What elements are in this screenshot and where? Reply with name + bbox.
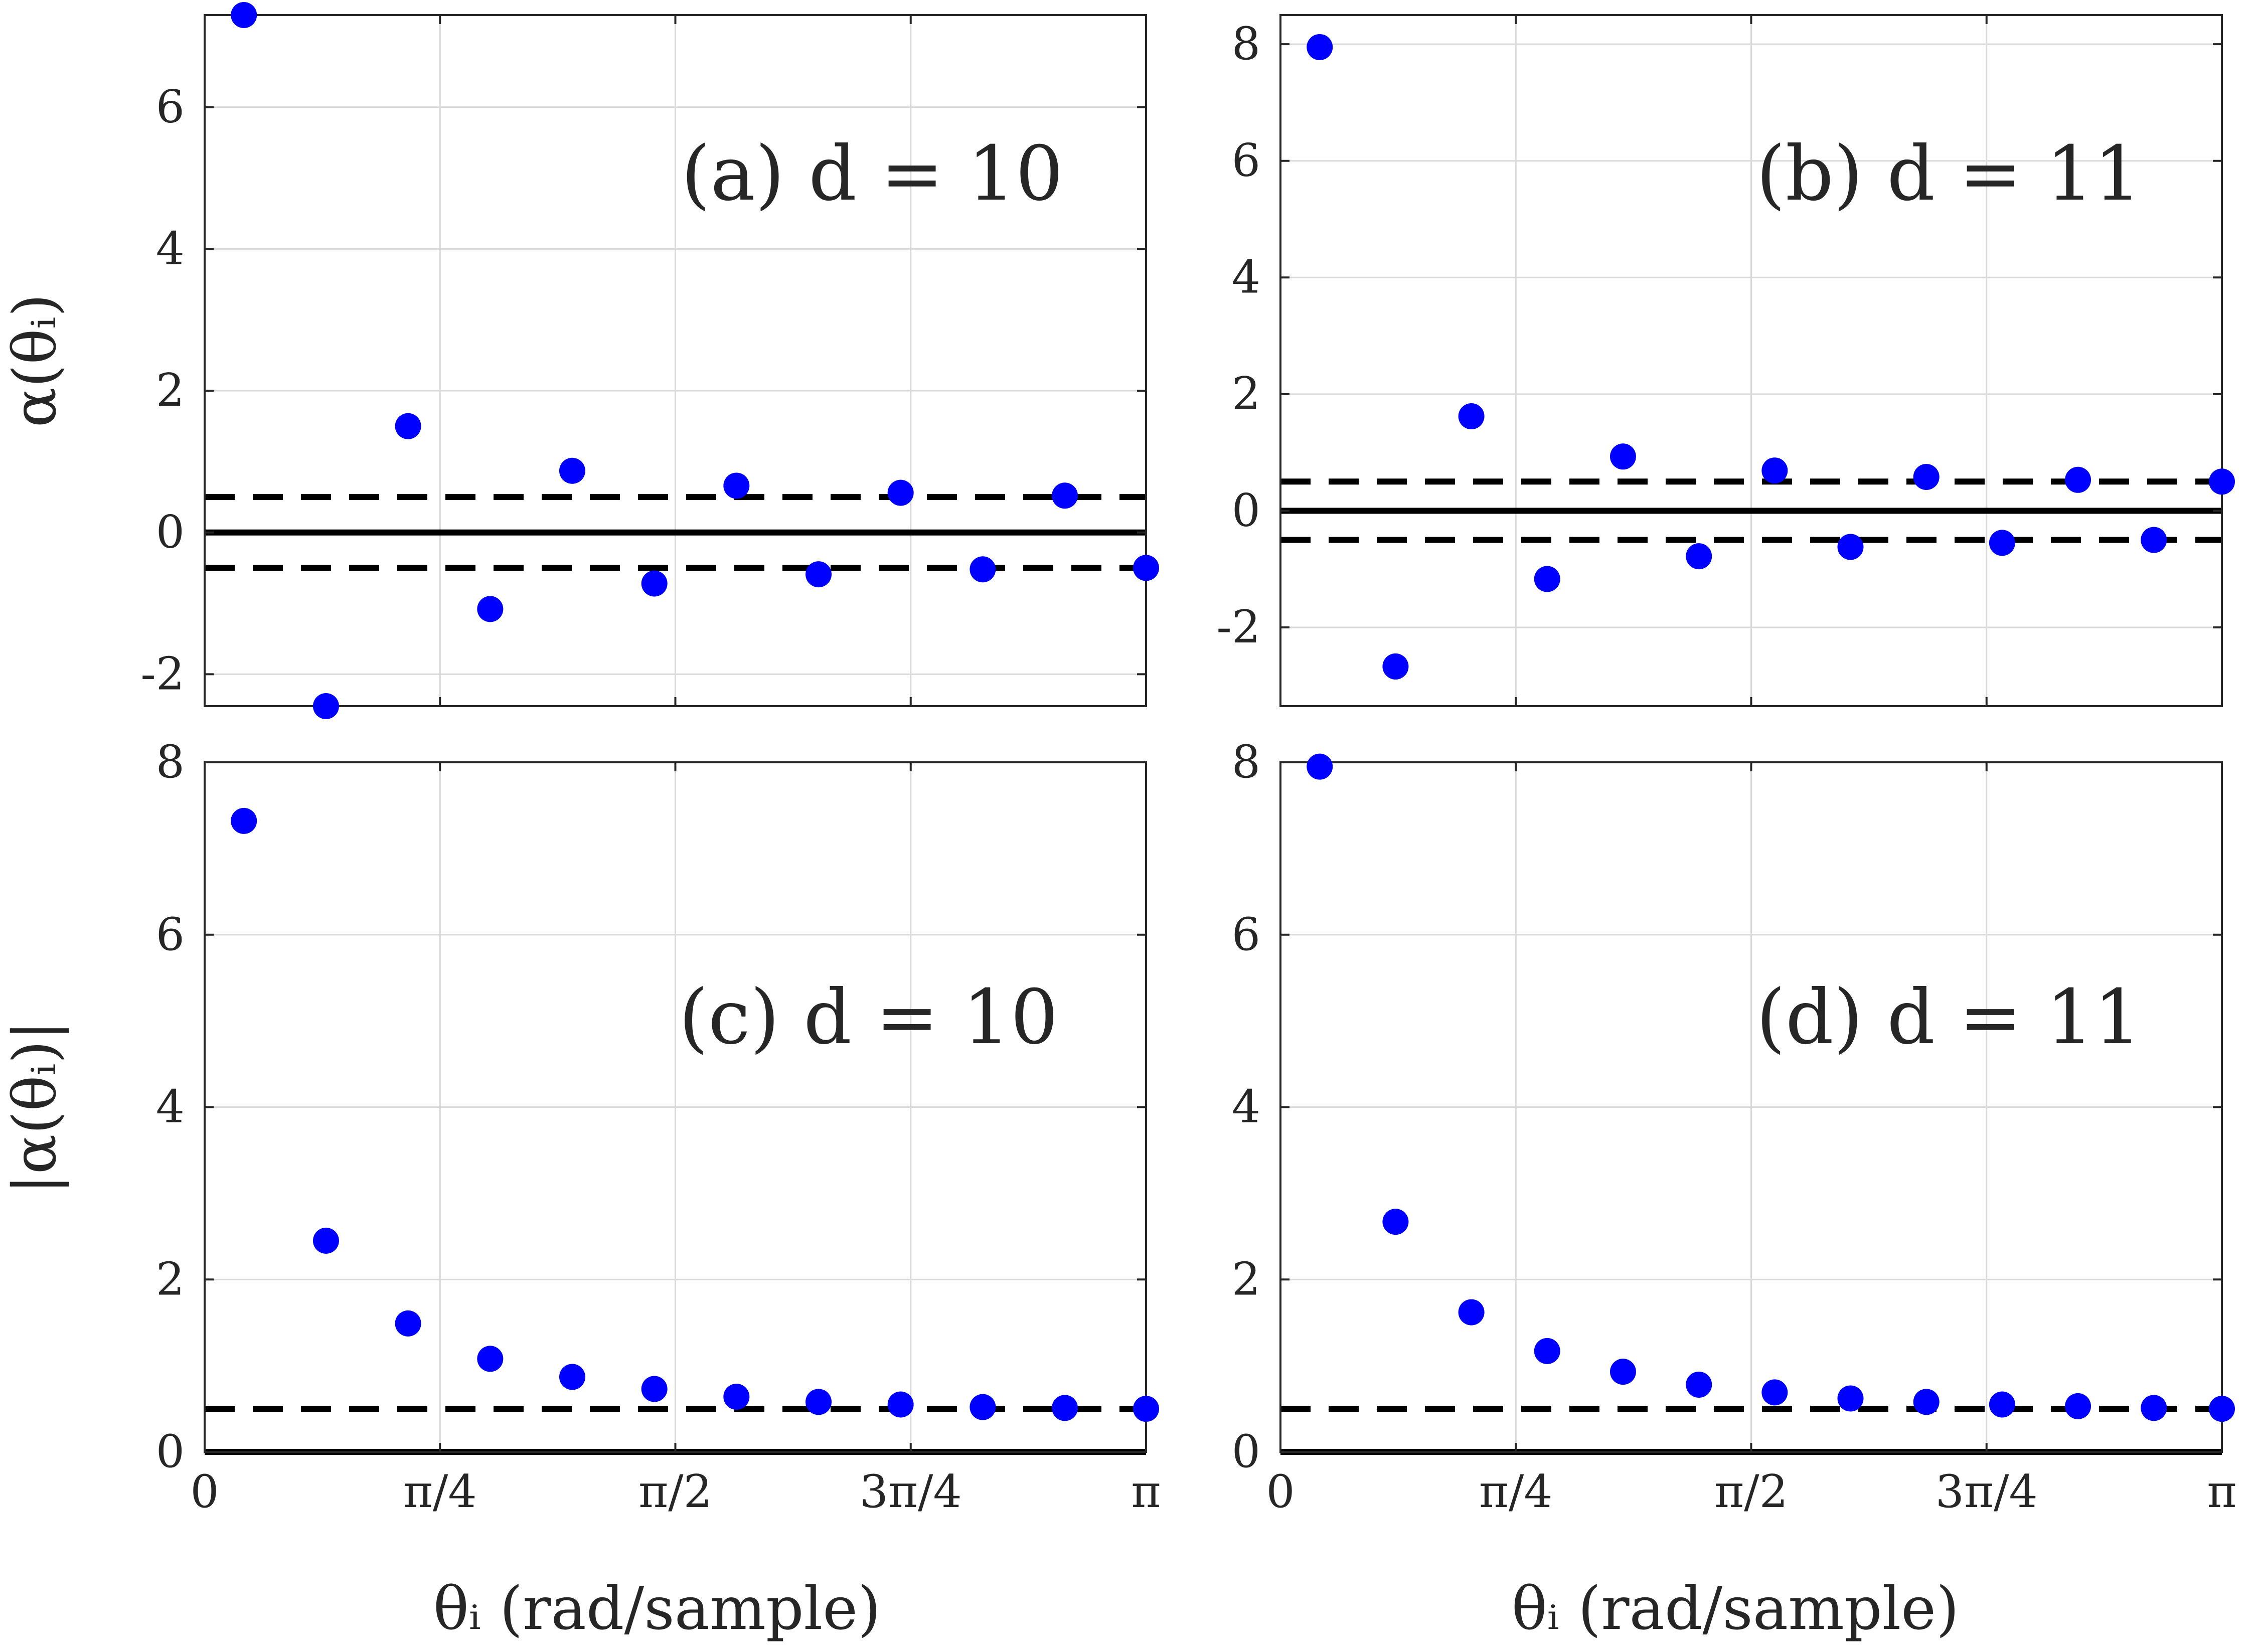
- x-tick-label: π: [1131, 1465, 1161, 1518]
- x-tick-label: π: [2207, 1465, 2236, 1518]
- y-tick-label: 4: [156, 222, 185, 275]
- y-tick-label: 0: [156, 1425, 185, 1478]
- data-point: [1761, 457, 1788, 484]
- data-point: [641, 1376, 668, 1402]
- y-tick-label: 8: [1232, 18, 1260, 70]
- data-point: [2141, 527, 2167, 553]
- x-tick-label: π/4: [1479, 1465, 1553, 1518]
- x-tick-label: 3π/4: [1936, 1465, 2038, 1518]
- y-tick-label: 4: [156, 1081, 185, 1133]
- data-point: [805, 1389, 832, 1415]
- y-tick-label: 6: [1232, 908, 1260, 961]
- data-point: [1133, 1396, 1159, 1422]
- data-point: [1686, 1371, 1712, 1398]
- x-tick-label: 0: [1266, 1465, 1295, 1518]
- data-point: [1534, 566, 1560, 592]
- panel-annotation: (a) d = 10: [681, 130, 1063, 218]
- data-point: [1052, 482, 1078, 509]
- data-point: [1609, 443, 1636, 470]
- y-tick-label: 0: [156, 506, 185, 559]
- data-point: [805, 561, 832, 588]
- panel-a: -2 0 2 4 6 (a) d = 10 α(θᵢ): [0, 2, 1159, 719]
- y-axis-label: |α(θᵢ)|: [0, 1021, 69, 1194]
- y-tick-label: 6: [156, 908, 185, 961]
- data-point: [2065, 466, 2091, 493]
- panel-c: 0 2 4 6 8 0 π/4 π/2 3π/4 π (c) d = 10 |α(θᵢ)|: [0, 736, 1161, 1518]
- data-point: [1989, 1391, 2015, 1418]
- y-tick-label: 0: [1232, 1425, 1260, 1478]
- data-point: [887, 479, 914, 506]
- panel-b: -2 0 2 4 6 8 (b) d = 11: [1216, 14, 2235, 707]
- data-point: [887, 1391, 914, 1418]
- y-tick-label: 4: [1232, 1081, 1260, 1133]
- data-point: [2065, 1393, 2091, 1419]
- y-axis-label: α(θᵢ): [0, 294, 69, 428]
- data-point: [1686, 543, 1712, 570]
- data-point: [1133, 555, 1159, 581]
- x-tick-label: 3π/4: [860, 1465, 962, 1518]
- data-point: [1913, 463, 1940, 490]
- y-tick-label: -2: [1216, 601, 1260, 653]
- data-point: [312, 1227, 339, 1254]
- data-point: [723, 472, 750, 499]
- data-point: [477, 596, 504, 622]
- y-tick-label: 0: [1232, 484, 1260, 537]
- y-tick-label: -2: [140, 647, 185, 700]
- data-point: [395, 1310, 421, 1337]
- data-point: [1052, 1395, 1078, 1421]
- x-tick-label: π/2: [638, 1465, 712, 1518]
- data-point: [477, 1346, 504, 1372]
- data-point: [231, 2, 257, 28]
- data-point: [1534, 1338, 1560, 1364]
- data-point: [2209, 1396, 2235, 1422]
- data-point: [559, 457, 585, 484]
- x-tick-label: π/2: [1714, 1465, 1788, 1518]
- data-point: [312, 693, 339, 719]
- x-axis-label-right: θᵢ (rad/sample): [1512, 1574, 1959, 1643]
- data-point: [1989, 530, 2015, 556]
- data-point: [1458, 403, 1485, 430]
- y-tick-label: 4: [1232, 251, 1260, 303]
- panels: -2 0 2 4 6 (a) d = 10 α(θᵢ) -2 0 2 4 6 8 (b) d = 11 0 2…: [0, 2, 2237, 1518]
- data-point: [1913, 1389, 1940, 1415]
- panel-annotation: (b) d = 11: [1756, 130, 2142, 218]
- x-axis-label-left: θᵢ (rad/sample): [433, 1574, 881, 1643]
- data-point: [1458, 1299, 1485, 1326]
- data-point: [2141, 1395, 2167, 1421]
- data-point: [1307, 34, 1333, 60]
- panel-annotation: (d) d = 11: [1756, 974, 2142, 1061]
- data-point: [231, 807, 257, 834]
- y-tick-label: 2: [1232, 1253, 1260, 1305]
- data-point: [1609, 1359, 1636, 1385]
- y-tick-label: 2: [156, 1253, 185, 1305]
- y-tick-label: 8: [156, 736, 185, 788]
- data-point: [723, 1384, 750, 1410]
- x-tick-label: 0: [190, 1465, 219, 1518]
- data-point: [1837, 534, 1864, 560]
- data-point: [559, 1364, 585, 1390]
- y-tick-label: 2: [156, 364, 185, 417]
- data-point: [970, 556, 996, 583]
- data-point: [641, 570, 668, 597]
- data-point: [1382, 1209, 1409, 1235]
- data-point: [1837, 1385, 1864, 1412]
- data-point: [2209, 468, 2235, 495]
- data-point: [1307, 753, 1333, 780]
- x-tick-label: π/4: [403, 1465, 477, 1518]
- y-tick-label: 6: [1232, 134, 1260, 187]
- data-point: [1382, 653, 1409, 680]
- panel-annotation: (c) d = 10: [679, 974, 1058, 1061]
- data-point: [395, 413, 421, 439]
- y-tick-label: 6: [156, 81, 185, 133]
- y-tick-label: 2: [1232, 368, 1260, 420]
- y-tick-label: 8: [1232, 736, 1260, 788]
- data-point: [970, 1394, 996, 1420]
- panel-d: 0 2 4 6 8 0 π/4 π/2 3π/4 π (d) d = 11: [1232, 736, 2237, 1518]
- data-point: [1761, 1379, 1788, 1406]
